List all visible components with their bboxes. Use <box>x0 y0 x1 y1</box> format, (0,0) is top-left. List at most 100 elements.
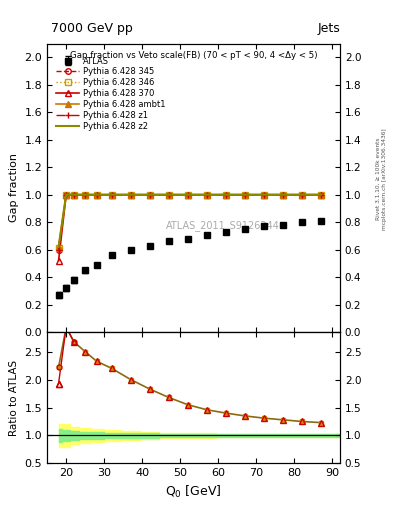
Pythia 6.428 z1 <box>242 191 247 198</box>
Pythia 6.428 346 <box>167 191 171 198</box>
Pythia 6.428 345 <box>204 191 209 198</box>
Pythia 6.428 370 <box>299 191 304 198</box>
Pythia 6.428 345 <box>94 191 99 198</box>
Pythia 6.428 370 <box>129 191 133 198</box>
Pythia 6.428 345 <box>167 191 171 198</box>
Pythia 6.428 z1 <box>185 191 190 198</box>
Pythia 6.428 370 <box>224 191 228 198</box>
Pythia 6.428 346 <box>204 191 209 198</box>
Pythia 6.428 ambt1 <box>167 191 171 198</box>
Pythia 6.428 ambt1 <box>204 191 209 198</box>
Pythia 6.428 ambt1 <box>147 191 152 198</box>
Pythia 6.428 z2 <box>167 191 171 198</box>
Pythia 6.428 345 <box>242 191 247 198</box>
Pythia 6.428 ambt1 <box>64 191 68 198</box>
Pythia 6.428 z2 <box>204 191 209 198</box>
Pythia 6.428 ambt1 <box>261 191 266 198</box>
Pythia 6.428 z2 <box>299 191 304 198</box>
Pythia 6.428 346 <box>281 191 285 198</box>
Line: Pythia 6.428 345: Pythia 6.428 345 <box>56 192 324 252</box>
Pythia 6.428 z1 <box>72 191 76 198</box>
Pythia 6.428 370 <box>261 191 266 198</box>
Line: Pythia 6.428 370: Pythia 6.428 370 <box>55 191 324 264</box>
Pythia 6.428 345 <box>281 191 285 198</box>
Pythia 6.428 ambt1 <box>109 191 114 198</box>
Pythia 6.428 346 <box>224 191 228 198</box>
X-axis label: Q$_0$ [GeV]: Q$_0$ [GeV] <box>165 484 222 500</box>
Pythia 6.428 z2 <box>109 191 114 198</box>
Y-axis label: Gap fraction: Gap fraction <box>9 153 19 222</box>
Pythia 6.428 z2 <box>94 191 99 198</box>
Pythia 6.428 346 <box>64 191 68 198</box>
Pythia 6.428 370 <box>64 191 68 198</box>
Line: Pythia 6.428 z1: Pythia 6.428 z1 <box>56 192 324 252</box>
Pythia 6.428 370 <box>83 191 88 198</box>
Line: Pythia 6.428 346: Pythia 6.428 346 <box>56 192 324 251</box>
Pythia 6.428 345 <box>56 247 61 253</box>
Line: Pythia 6.428 ambt1: Pythia 6.428 ambt1 <box>55 191 324 250</box>
Text: mcplots.cern.ch [arXiv:1306.3436]: mcplots.cern.ch [arXiv:1306.3436] <box>382 129 387 230</box>
Pythia 6.428 346 <box>72 191 76 198</box>
Text: Gap fraction vs Veto scale(FB) (70 < pT < 90, 4 <Δy < 5): Gap fraction vs Veto scale(FB) (70 < pT … <box>70 51 317 60</box>
Pythia 6.428 z1 <box>167 191 171 198</box>
Pythia 6.428 370 <box>204 191 209 198</box>
Pythia 6.428 370 <box>319 191 323 198</box>
Pythia 6.428 z1 <box>204 191 209 198</box>
Pythia 6.428 z1 <box>261 191 266 198</box>
Pythia 6.428 346 <box>83 191 88 198</box>
Pythia 6.428 346 <box>261 191 266 198</box>
Pythia 6.428 345 <box>319 191 323 198</box>
Pythia 6.428 z2 <box>242 191 247 198</box>
Pythia 6.428 ambt1 <box>242 191 247 198</box>
Pythia 6.428 345 <box>109 191 114 198</box>
Pythia 6.428 z1 <box>56 247 61 253</box>
Pythia 6.428 z1 <box>64 191 68 198</box>
Pythia 6.428 ambt1 <box>185 191 190 198</box>
Pythia 6.428 346 <box>147 191 152 198</box>
Pythia 6.428 ambt1 <box>72 191 76 198</box>
Pythia 6.428 346 <box>242 191 247 198</box>
Pythia 6.428 345 <box>224 191 228 198</box>
Pythia 6.428 z2 <box>319 191 323 198</box>
Pythia 6.428 z2 <box>129 191 133 198</box>
Pythia 6.428 346 <box>185 191 190 198</box>
Pythia 6.428 z1 <box>94 191 99 198</box>
Pythia 6.428 ambt1 <box>281 191 285 198</box>
Text: ATLAS_2011_S9126244: ATLAS_2011_S9126244 <box>166 220 280 231</box>
Pythia 6.428 370 <box>72 191 76 198</box>
Pythia 6.428 370 <box>56 258 61 264</box>
Pythia 6.428 346 <box>94 191 99 198</box>
Pythia 6.428 z2 <box>147 191 152 198</box>
Pythia 6.428 ambt1 <box>56 244 61 250</box>
Pythia 6.428 345 <box>147 191 152 198</box>
Pythia 6.428 z2 <box>281 191 285 198</box>
Pythia 6.428 370 <box>281 191 285 198</box>
Pythia 6.428 z1 <box>129 191 133 198</box>
Pythia 6.428 ambt1 <box>224 191 228 198</box>
Pythia 6.428 z2 <box>72 191 76 198</box>
Pythia 6.428 345 <box>72 191 76 198</box>
Pythia 6.428 ambt1 <box>299 191 304 198</box>
Pythia 6.428 345 <box>64 191 68 198</box>
Pythia 6.428 z1 <box>83 191 88 198</box>
Pythia 6.428 z1 <box>281 191 285 198</box>
Pythia 6.428 345 <box>299 191 304 198</box>
Pythia 6.428 370 <box>147 191 152 198</box>
Text: Jets: Jets <box>317 22 340 35</box>
Pythia 6.428 370 <box>109 191 114 198</box>
Pythia 6.428 ambt1 <box>83 191 88 198</box>
Pythia 6.428 345 <box>261 191 266 198</box>
Y-axis label: Ratio to ATLAS: Ratio to ATLAS <box>9 360 19 436</box>
Pythia 6.428 345 <box>129 191 133 198</box>
Pythia 6.428 z2 <box>185 191 190 198</box>
Pythia 6.428 370 <box>94 191 99 198</box>
Text: Rivet 3.1.10, ≥ 100k events: Rivet 3.1.10, ≥ 100k events <box>376 138 380 221</box>
Pythia 6.428 ambt1 <box>319 191 323 198</box>
Pythia 6.428 346 <box>56 245 61 251</box>
Pythia 6.428 z1 <box>224 191 228 198</box>
Pythia 6.428 370 <box>185 191 190 198</box>
Pythia 6.428 z2 <box>64 191 68 198</box>
Pythia 6.428 346 <box>109 191 114 198</box>
Pythia 6.428 z2 <box>56 244 61 250</box>
Line: Pythia 6.428 z2: Pythia 6.428 z2 <box>59 195 321 247</box>
